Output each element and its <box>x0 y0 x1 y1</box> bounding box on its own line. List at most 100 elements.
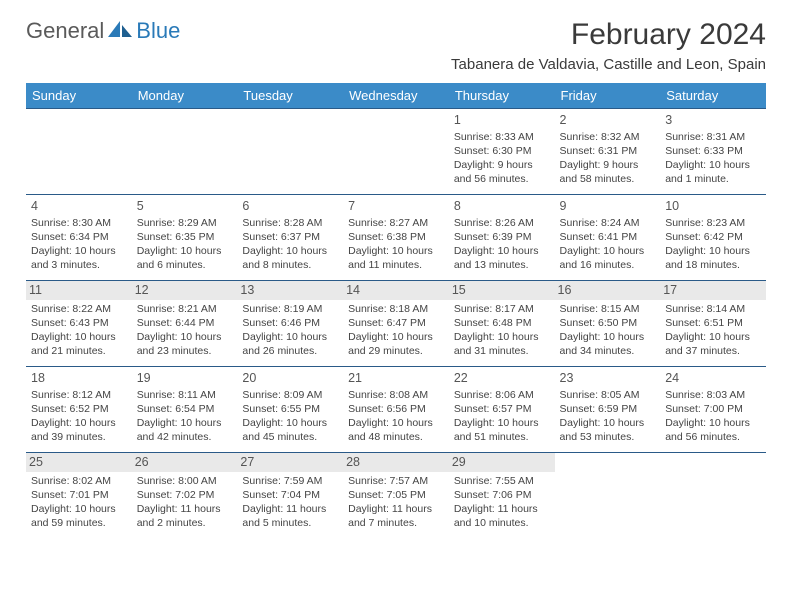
calendar-week-row: 4Sunrise: 8:30 AMSunset: 6:34 PMDaylight… <box>26 195 766 281</box>
day-number: 8 <box>454 198 550 215</box>
sunset-line: Sunset: 6:41 PM <box>560 230 656 244</box>
day-number: 3 <box>665 112 761 129</box>
daylight-line: Daylight: 10 hours and 21 minutes. <box>31 330 127 358</box>
sunrise-line: Sunrise: 8:19 AM <box>242 302 338 316</box>
calendar-cell <box>237 109 343 195</box>
sunset-line: Sunset: 6:56 PM <box>348 402 444 416</box>
daylight-line: Daylight: 11 hours and 2 minutes. <box>137 502 233 530</box>
day-number: 29 <box>449 453 555 472</box>
sunrise-line: Sunrise: 8:08 AM <box>348 388 444 402</box>
location-subtitle: Tabanera de Valdavia, Castille and Leon,… <box>451 56 766 73</box>
sunrise-line: Sunrise: 7:59 AM <box>242 474 338 488</box>
sunset-line: Sunset: 6:52 PM <box>31 402 127 416</box>
sunrise-line: Sunrise: 8:15 AM <box>560 302 656 316</box>
sunset-line: Sunset: 6:54 PM <box>137 402 233 416</box>
daylight-line: Daylight: 10 hours and 31 minutes. <box>454 330 550 358</box>
daylight-line: Daylight: 10 hours and 42 minutes. <box>137 416 233 444</box>
day-number: 2 <box>560 112 656 129</box>
sunrise-line: Sunrise: 8:26 AM <box>454 216 550 230</box>
sunrise-line: Sunrise: 7:57 AM <box>348 474 444 488</box>
daylight-line: Daylight: 11 hours and 10 minutes. <box>454 502 550 530</box>
weekday-header: Thursday <box>449 83 555 109</box>
day-number: 7 <box>348 198 444 215</box>
sunset-line: Sunset: 7:04 PM <box>242 488 338 502</box>
calendar-cell: 16Sunrise: 8:15 AMSunset: 6:50 PMDayligh… <box>555 281 661 367</box>
day-number: 28 <box>343 453 449 472</box>
calendar-cell: 2Sunrise: 8:32 AMSunset: 6:31 PMDaylight… <box>555 109 661 195</box>
day-number: 18 <box>31 370 127 387</box>
daylight-line: Daylight: 10 hours and 29 minutes. <box>348 330 444 358</box>
day-number: 9 <box>560 198 656 215</box>
day-number: 16 <box>555 281 661 300</box>
calendar-cell: 14Sunrise: 8:18 AMSunset: 6:47 PMDayligh… <box>343 281 449 367</box>
calendar-week-row: 11Sunrise: 8:22 AMSunset: 6:43 PMDayligh… <box>26 281 766 367</box>
daylight-line: Daylight: 10 hours and 37 minutes. <box>665 330 761 358</box>
sunrise-line: Sunrise: 8:14 AM <box>665 302 761 316</box>
logo: General Blue <box>26 18 180 44</box>
calendar-body: 1Sunrise: 8:33 AMSunset: 6:30 PMDaylight… <box>26 109 766 539</box>
sunrise-line: Sunrise: 8:23 AM <box>665 216 761 230</box>
sunset-line: Sunset: 6:30 PM <box>454 144 550 158</box>
calendar-cell: 3Sunrise: 8:31 AMSunset: 6:33 PMDaylight… <box>660 109 766 195</box>
daylight-line: Daylight: 10 hours and 56 minutes. <box>665 416 761 444</box>
day-number: 26 <box>132 453 238 472</box>
sunrise-line: Sunrise: 8:27 AM <box>348 216 444 230</box>
weekday-header: Friday <box>555 83 661 109</box>
calendar-cell: 17Sunrise: 8:14 AMSunset: 6:51 PMDayligh… <box>660 281 766 367</box>
calendar-cell: 7Sunrise: 8:27 AMSunset: 6:38 PMDaylight… <box>343 195 449 281</box>
weekday-header: Saturday <box>660 83 766 109</box>
sunrise-line: Sunrise: 8:22 AM <box>31 302 127 316</box>
day-number: 21 <box>348 370 444 387</box>
calendar-cell: 26Sunrise: 8:00 AMSunset: 7:02 PMDayligh… <box>132 453 238 539</box>
sunrise-line: Sunrise: 8:12 AM <box>31 388 127 402</box>
calendar-cell: 15Sunrise: 8:17 AMSunset: 6:48 PMDayligh… <box>449 281 555 367</box>
daylight-line: Daylight: 10 hours and 6 minutes. <box>137 244 233 272</box>
day-number: 25 <box>26 453 132 472</box>
daylight-line: Daylight: 10 hours and 16 minutes. <box>560 244 656 272</box>
calendar-cell: 22Sunrise: 8:06 AMSunset: 6:57 PMDayligh… <box>449 367 555 453</box>
sunrise-line: Sunrise: 8:28 AM <box>242 216 338 230</box>
sunset-line: Sunset: 6:46 PM <box>242 316 338 330</box>
logo-sail-icon <box>108 19 134 44</box>
daylight-line: Daylight: 10 hours and 3 minutes. <box>31 244 127 272</box>
day-number: 6 <box>242 198 338 215</box>
calendar-week-row: 1Sunrise: 8:33 AMSunset: 6:30 PMDaylight… <box>26 109 766 195</box>
calendar-cell <box>26 109 132 195</box>
sunrise-line: Sunrise: 8:06 AM <box>454 388 550 402</box>
sunrise-line: Sunrise: 8:32 AM <box>560 130 656 144</box>
weekday-header-row: Sunday Monday Tuesday Wednesday Thursday… <box>26 83 766 109</box>
header: General Blue February 2024 Tabanera de V… <box>26 18 766 73</box>
weekday-header: Wednesday <box>343 83 449 109</box>
day-number: 5 <box>137 198 233 215</box>
daylight-line: Daylight: 10 hours and 8 minutes. <box>242 244 338 272</box>
calendar-cell <box>555 453 661 539</box>
day-number: 4 <box>31 198 127 215</box>
daylight-line: Daylight: 10 hours and 39 minutes. <box>31 416 127 444</box>
sunset-line: Sunset: 6:33 PM <box>665 144 761 158</box>
calendar-cell: 20Sunrise: 8:09 AMSunset: 6:55 PMDayligh… <box>237 367 343 453</box>
daylight-line: Daylight: 10 hours and 45 minutes. <box>242 416 338 444</box>
daylight-line: Daylight: 10 hours and 23 minutes. <box>137 330 233 358</box>
day-number: 27 <box>237 453 343 472</box>
sunrise-line: Sunrise: 8:30 AM <box>31 216 127 230</box>
day-number: 14 <box>343 281 449 300</box>
title-block: February 2024 Tabanera de Valdavia, Cast… <box>451 18 766 73</box>
daylight-line: Daylight: 10 hours and 51 minutes. <box>454 416 550 444</box>
calendar-cell: 6Sunrise: 8:28 AMSunset: 6:37 PMDaylight… <box>237 195 343 281</box>
calendar-cell: 11Sunrise: 8:22 AMSunset: 6:43 PMDayligh… <box>26 281 132 367</box>
sunrise-line: Sunrise: 8:03 AM <box>665 388 761 402</box>
sunset-line: Sunset: 6:34 PM <box>31 230 127 244</box>
day-number: 10 <box>665 198 761 215</box>
daylight-line: Daylight: 10 hours and 34 minutes. <box>560 330 656 358</box>
daylight-line: Daylight: 10 hours and 53 minutes. <box>560 416 656 444</box>
daylight-line: Daylight: 9 hours and 56 minutes. <box>454 158 550 186</box>
day-number: 23 <box>560 370 656 387</box>
sunrise-line: Sunrise: 8:00 AM <box>137 474 233 488</box>
weekday-header: Monday <box>132 83 238 109</box>
sunset-line: Sunset: 7:00 PM <box>665 402 761 416</box>
weekday-header: Sunday <box>26 83 132 109</box>
sunset-line: Sunset: 6:43 PM <box>31 316 127 330</box>
daylight-line: Daylight: 10 hours and 13 minutes. <box>454 244 550 272</box>
calendar-table: Sunday Monday Tuesday Wednesday Thursday… <box>26 83 766 539</box>
day-number: 15 <box>449 281 555 300</box>
